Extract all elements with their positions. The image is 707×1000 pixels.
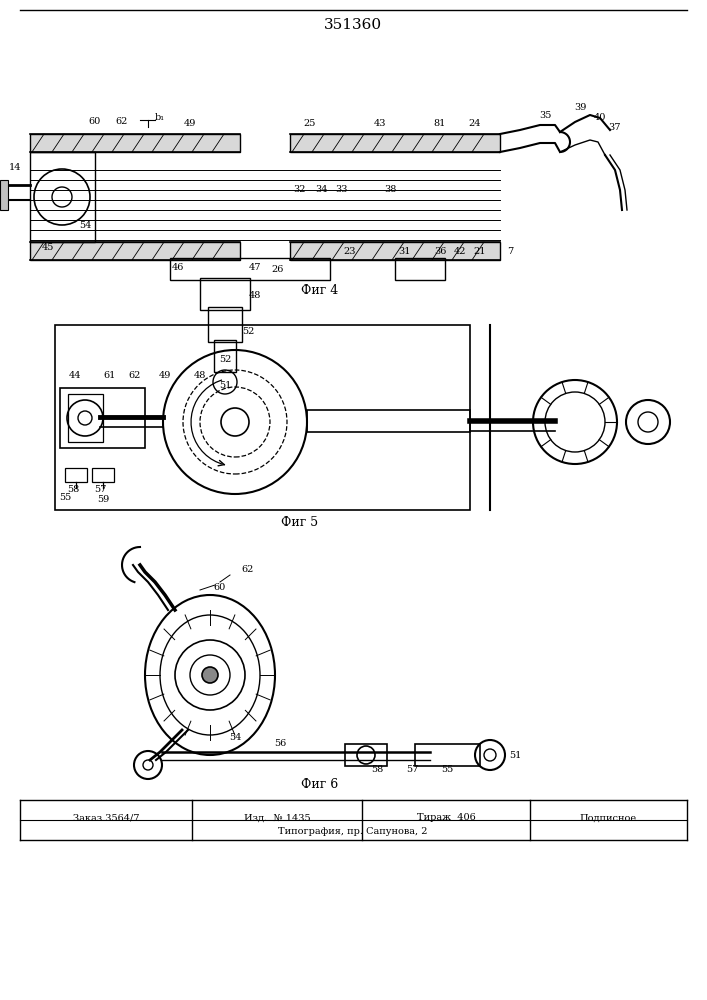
Text: 7: 7: [507, 247, 513, 256]
Text: 60: 60: [214, 582, 226, 591]
Text: 32: 32: [293, 186, 306, 194]
Text: 26: 26: [271, 265, 284, 274]
Text: 56: 56: [274, 738, 286, 748]
Text: 351360: 351360: [324, 18, 382, 32]
Text: 52: 52: [242, 328, 255, 336]
Text: b₁: b₁: [155, 113, 165, 122]
Text: 55: 55: [441, 766, 453, 774]
Text: 39: 39: [574, 103, 586, 111]
Bar: [30, 242, 240, 260]
Text: 31: 31: [399, 247, 411, 256]
Bar: [307, 410, 470, 432]
Text: 62: 62: [129, 370, 141, 379]
Text: 36: 36: [434, 247, 446, 256]
Text: Фиг 5: Фиг 5: [281, 516, 319, 530]
Text: Фиг 6: Фиг 6: [301, 778, 339, 792]
Bar: [290, 134, 500, 152]
Text: 38: 38: [384, 186, 396, 194]
Text: 33: 33: [336, 186, 349, 194]
Bar: [92, 468, 114, 482]
Text: 54: 54: [229, 734, 241, 742]
Text: 49: 49: [159, 370, 171, 379]
Bar: [345, 744, 387, 766]
Text: 37: 37: [609, 123, 621, 132]
Text: 60: 60: [89, 117, 101, 126]
Text: Фиг 4: Фиг 4: [301, 284, 339, 296]
Text: 48: 48: [194, 370, 206, 379]
Text: 48: 48: [249, 290, 261, 300]
Text: 25: 25: [304, 119, 316, 128]
Text: 45: 45: [42, 243, 54, 252]
Text: 51: 51: [509, 750, 521, 760]
Circle shape: [202, 667, 218, 683]
Text: 40: 40: [594, 113, 606, 122]
Text: 23: 23: [344, 247, 356, 256]
Text: Тираж  406: Тираж 406: [416, 814, 475, 822]
Text: 51: 51: [218, 381, 231, 390]
Bar: [290, 242, 500, 260]
Text: 57: 57: [406, 766, 418, 774]
Bar: [415, 744, 480, 766]
Bar: [208, 307, 242, 342]
Text: 34: 34: [316, 186, 328, 194]
Bar: [395, 258, 445, 280]
Text: 49: 49: [184, 119, 196, 128]
Text: 59: 59: [97, 495, 109, 504]
Text: 52: 52: [218, 356, 231, 364]
Text: 21: 21: [474, 247, 486, 256]
Text: 57: 57: [94, 485, 106, 493]
Text: Заказ 3564/7: Заказ 3564/7: [73, 814, 139, 822]
Text: 46: 46: [172, 262, 185, 271]
Bar: [170, 258, 330, 280]
Text: 55: 55: [59, 493, 71, 502]
Text: 47: 47: [249, 262, 262, 271]
Bar: [65, 468, 87, 482]
Text: 24: 24: [469, 119, 481, 128]
Bar: [0, 180, 8, 210]
Text: 81: 81: [434, 119, 446, 128]
Bar: [214, 340, 236, 372]
Text: Типография, пр. Сапунова, 2: Типография, пр. Сапунова, 2: [279, 828, 428, 836]
Text: Подписное: Подписное: [580, 814, 636, 822]
Text: 35: 35: [539, 110, 551, 119]
Bar: [30, 152, 95, 242]
Text: 62: 62: [242, 566, 255, 574]
Text: 43: 43: [374, 119, 386, 128]
Text: 58: 58: [371, 766, 383, 774]
Text: 14: 14: [8, 162, 21, 172]
Text: 62: 62: [116, 117, 128, 126]
Bar: [30, 134, 240, 152]
Text: 58: 58: [67, 485, 79, 493]
Text: 44: 44: [69, 370, 81, 379]
Text: Изд.  № 1435: Изд. № 1435: [244, 814, 310, 822]
Text: 61: 61: [104, 370, 116, 379]
Bar: [60, 388, 145, 448]
Text: 54: 54: [78, 221, 91, 230]
Bar: [68, 394, 103, 442]
Bar: [200, 278, 250, 310]
Text: 42: 42: [454, 247, 466, 256]
Bar: [55, 325, 470, 510]
